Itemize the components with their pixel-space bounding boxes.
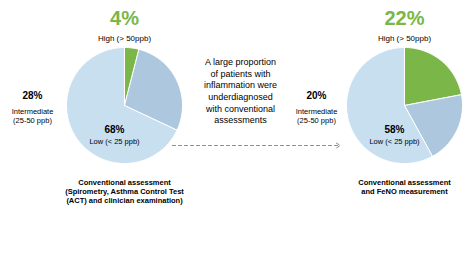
svg-text:Intermediate(25-50 ppb): Intermediate(25-50 ppb)	[12, 107, 54, 125]
svg-text:Intermediate(25-50 ppb): Intermediate(25-50 ppb)	[296, 107, 338, 125]
svg-text:58%: 58%	[384, 124, 404, 135]
svg-text:High (> 50ppb): High (> 50ppb)	[378, 34, 431, 43]
svg-text:68%: 68%	[104, 124, 124, 135]
svg-text:A large proportionof patients: A large proportionof patients withinflam…	[204, 57, 277, 126]
svg-text:Low (< 25 ppb): Low (< 25 ppb)	[369, 137, 420, 146]
svg-text:Conventional assessment(Spirom: Conventional assessment(Spirometry, Asth…	[65, 178, 184, 205]
svg-text:20%: 20%	[306, 90, 326, 101]
svg-text:Low (< 25 ppb): Low (< 25 ppb)	[89, 137, 140, 146]
svg-text:28%: 28%	[22, 90, 42, 101]
svg-text:Conventional assessmentand FeN: Conventional assessmentand FeNO measurem…	[358, 178, 451, 196]
svg-text:4%: 4%	[110, 7, 139, 29]
svg-text:High (> 50ppb): High (> 50ppb)	[98, 34, 151, 43]
svg-text:22%: 22%	[384, 7, 424, 29]
